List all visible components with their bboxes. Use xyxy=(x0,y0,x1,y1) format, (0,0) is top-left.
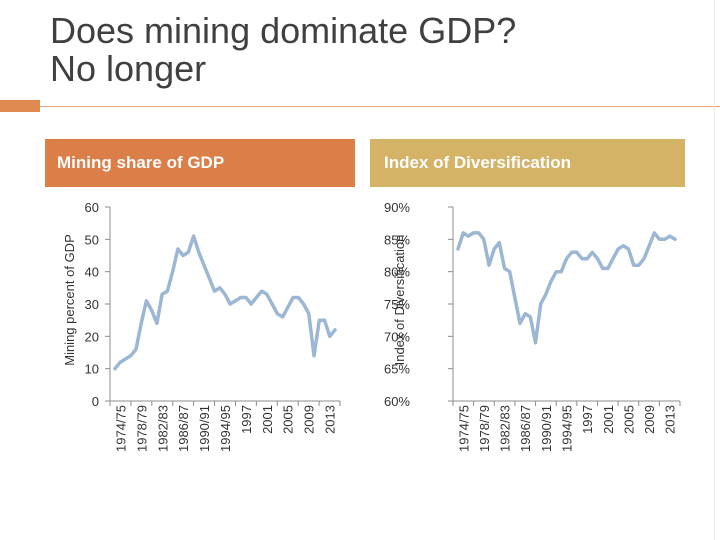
mining-y-tick-label: 0 xyxy=(92,394,99,409)
mining-x-tick-label: 2013 xyxy=(323,405,338,434)
mining-x-tick-label: 2001 xyxy=(260,405,275,434)
mining-series-line xyxy=(113,234,337,371)
accent-rule xyxy=(0,106,720,107)
mining-y-tick-label: 40 xyxy=(85,265,99,280)
diversification-y-tick-label: 65% xyxy=(384,362,410,377)
accent-bar xyxy=(0,100,40,112)
diversification-x-tick-label: 1978/79 xyxy=(477,405,492,452)
mining-x-tick-label: 1997 xyxy=(239,405,254,434)
mining-share-header-label: Mining share of GDP xyxy=(57,153,225,172)
diversification-x-tick-label: 2001 xyxy=(601,405,616,434)
mining-y-tick-label: 60 xyxy=(85,200,99,215)
diversification-y-tick-label: 70% xyxy=(384,329,410,344)
diversification-y-tick-label: 75% xyxy=(384,297,410,312)
mining-y-axis-title: Mining percent of GDP xyxy=(62,234,77,366)
diversification-x-tick-label: 2005 xyxy=(621,405,636,434)
mining-y-tick-label: 20 xyxy=(85,329,99,344)
diversification-x-tick-label: 1974/75 xyxy=(456,405,471,452)
mining-x-tick-label: 2009 xyxy=(302,405,317,434)
mining-share-header: Mining share of GDP xyxy=(45,139,355,187)
diversification-y-tick-label: 80% xyxy=(384,265,410,280)
mining-x-tick-label: 1978/79 xyxy=(134,405,149,452)
diversification-x-tick-label: 1986/87 xyxy=(518,405,533,452)
diversification-x-tick-label: 2009 xyxy=(642,405,657,434)
diversification-x-tick-label: 1982/83 xyxy=(498,405,513,452)
mining-x-tick-label: 1974/75 xyxy=(113,405,128,452)
diversification-x-tick-label: 1994/95 xyxy=(560,405,575,452)
mining-x-tick-label: 2005 xyxy=(281,405,296,434)
diversification-y-tick-label: 60% xyxy=(384,394,410,409)
diversification-y-axis-title: Index of Diversification xyxy=(392,235,407,366)
diversification-series-line xyxy=(456,231,677,345)
diversification-x-tick-label: 1997 xyxy=(580,405,595,434)
mining-y-tick-label: 30 xyxy=(85,297,99,312)
slide-edge-line xyxy=(714,0,715,540)
mining-y-tick-label: 50 xyxy=(85,232,99,247)
diversification-header-label: Index of Diversification xyxy=(384,153,572,172)
slide-title-line-2: No longer xyxy=(50,48,207,89)
diversification-y-tick-label: 85% xyxy=(384,232,410,247)
diversification-x-tick-label: 2013 xyxy=(663,405,678,434)
mining-x-tick-label: 1982/83 xyxy=(155,405,170,452)
mining-x-tick-label: 1986/87 xyxy=(176,405,191,452)
mining-y-tick-label: 10 xyxy=(85,362,99,377)
mining-x-tick-label: 1990/91 xyxy=(197,405,212,452)
slide-title-line-1: Does mining dominate GDP? xyxy=(50,10,517,51)
mining-x-tick-label: 1994/95 xyxy=(218,405,233,452)
diversification-x-tick-label: 1990/91 xyxy=(539,405,554,452)
slide-title: Does mining dominate GDP? No longer xyxy=(50,12,516,88)
diversification-y-tick-label: 90% xyxy=(384,200,410,215)
diversification-header: Index of Diversification xyxy=(370,139,685,187)
